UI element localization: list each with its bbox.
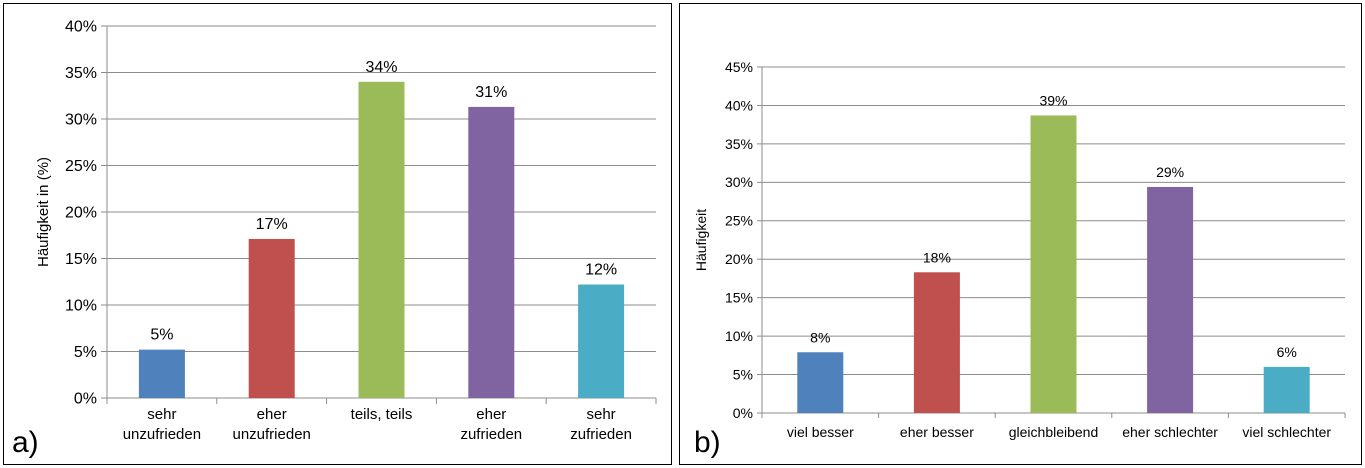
y-tick-label: 25%: [725, 213, 753, 229]
category-label: teils, teils: [351, 406, 413, 423]
panel-label-b: b): [694, 426, 721, 459]
y-tick-label: 5%: [74, 344, 97, 361]
category-label: unzufrieden: [123, 426, 201, 443]
data-label: 34%: [365, 59, 397, 76]
chart-panel-b: 0% 5% 10% 15% 20% 25% 30% 35% 40% 45% Häufigkeit 8%…: [679, 3, 1362, 465]
category-label: viel besser: [787, 424, 854, 440]
category-label: eher: [257, 406, 287, 423]
y-axis-label: Häufigkeit: [693, 209, 709, 271]
y-tick-label: 35%: [65, 65, 97, 82]
y-tick-label: 30%: [65, 112, 97, 129]
y-tick-label: 30%: [725, 174, 753, 190]
y-tick-label: 40%: [65, 19, 97, 36]
bar: [468, 106, 515, 398]
bar: [138, 349, 185, 398]
bar: [248, 238, 295, 398]
y-tick-label: 0%: [733, 405, 753, 421]
category-label: zufrieden: [570, 426, 632, 443]
y-tick-label: 45%: [725, 59, 753, 75]
category-label: unzufrieden: [232, 426, 310, 443]
data-label: 39%: [1039, 92, 1067, 108]
data-label: 6%: [1277, 344, 1297, 360]
bar: [1147, 186, 1194, 413]
y-tick-label: 15%: [65, 251, 97, 268]
y-tick-label: 20%: [725, 251, 753, 267]
y-tick-label: 20%: [65, 205, 97, 222]
data-label: 8%: [810, 329, 830, 345]
data-label: 5%: [150, 327, 173, 344]
category-label: eher schlechter: [1122, 424, 1218, 440]
y-axis-label: Häufigkeit in (%): [35, 157, 52, 267]
data-label: 29%: [1156, 164, 1184, 180]
bar: [1263, 366, 1310, 413]
bar: [358, 81, 405, 399]
y-tick-label: 10%: [725, 328, 753, 344]
data-label: 17%: [256, 216, 288, 233]
y-tick-label: 40%: [725, 97, 753, 113]
data-label: 12%: [585, 262, 617, 279]
category-label: viel schlechter: [1242, 424, 1331, 440]
bar: [913, 272, 960, 413]
category-label: sehr: [587, 406, 616, 423]
category-label: zufrieden: [460, 426, 522, 443]
category-label: eher besser: [900, 424, 974, 440]
bar-chart-a: 0% 5% 10% 15% 20% 25% 30% 35% 40% Häufigkeit in (…: [35, 19, 657, 443]
bar: [797, 352, 844, 413]
y-tick-label: 5%: [733, 366, 753, 382]
chart-panel-a: 0% 5% 10% 15% 20% 25% 30% 35% 40% Häufigkeit in (…: [3, 3, 672, 465]
category-label: eher: [476, 406, 506, 423]
y-tick-label: 35%: [725, 136, 753, 152]
panel-label-a: a): [12, 426, 39, 459]
y-tick-label: 0%: [74, 391, 97, 408]
y-tick-label: 10%: [65, 298, 97, 315]
data-label: 31%: [475, 84, 507, 101]
data-label: 18%: [923, 249, 951, 265]
bar: [1030, 115, 1077, 413]
category-label: gleichbleibend: [1009, 424, 1099, 440]
category-label: sehr: [147, 406, 176, 423]
y-tick-label: 15%: [725, 290, 753, 306]
y-tick-label: 25%: [65, 158, 97, 175]
bar: [578, 284, 625, 398]
bar-chart-b: 0% 5% 10% 15% 20% 25% 30% 35% 40% 45% Häufigkeit 8%…: [693, 59, 1346, 440]
